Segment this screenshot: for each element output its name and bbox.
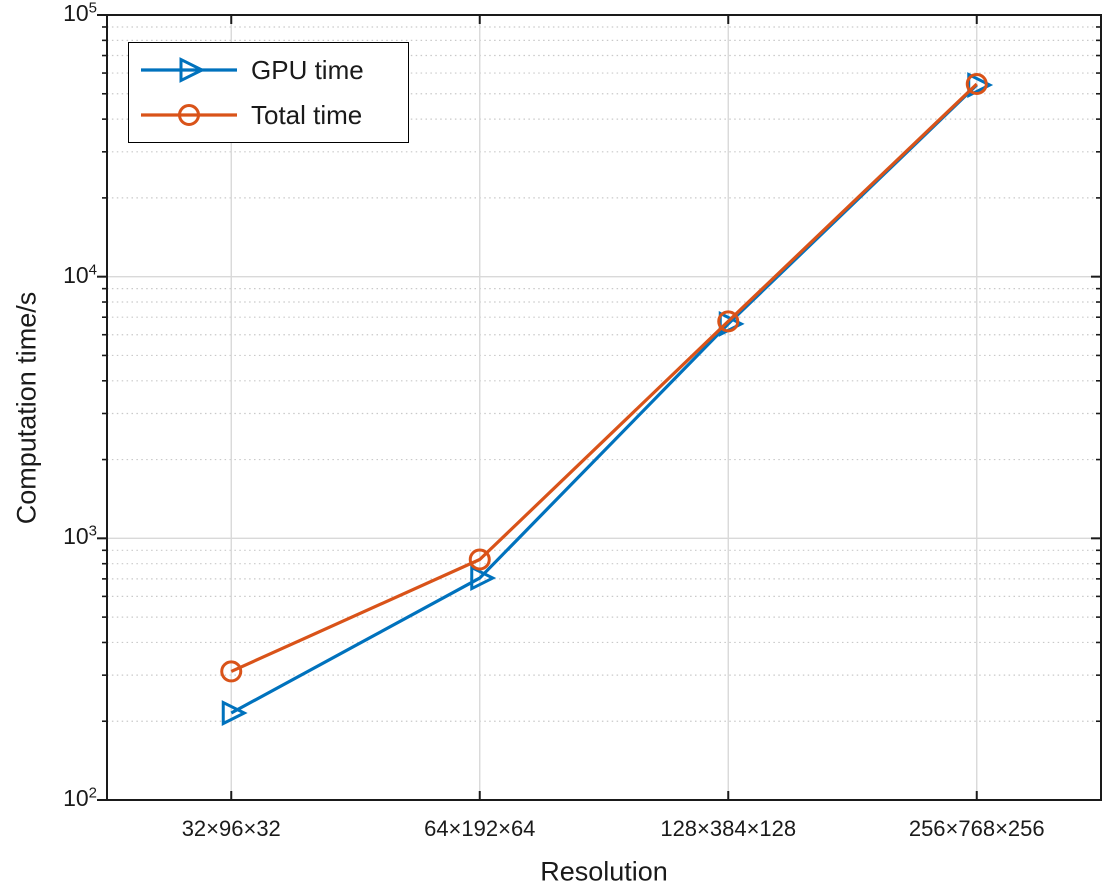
plot-border [106, 14, 1102, 801]
legend-item-total-time: Total time [139, 97, 408, 133]
minor-gridlines [107, 26, 1101, 722]
x-tick-label: 256×768×256 [908, 816, 1045, 841]
data-point-marker [221, 700, 248, 726]
y-tick-label: 105 [63, 0, 97, 26]
series-line [230, 83, 978, 715]
series-gpu-time [221, 72, 994, 726]
legend-label-total-time: Total time [251, 99, 363, 130]
data-point-marker [470, 565, 497, 591]
y-tick-label: 102 [63, 784, 97, 811]
data-point-marker [178, 104, 200, 126]
x-tick-label: 64×192×64 [424, 816, 536, 841]
legend-label-gpu-time: GPU time [251, 54, 364, 85]
x-axis-label: Resolution [540, 856, 668, 887]
axis-ticks [97, 14, 1101, 801]
data-point-marker [468, 548, 491, 571]
y-tick-label: 103 [63, 522, 97, 550]
series-total-time [220, 72, 988, 683]
series-line [230, 82, 978, 673]
gpu-time-line-sample [141, 57, 237, 83]
y-axis-label: Computation time/s [11, 291, 42, 525]
data-point-marker [220, 660, 243, 683]
data-point-marker [965, 72, 988, 95]
vertical-gridlines [230, 15, 978, 800]
data-point-marker [179, 57, 206, 83]
x-tick-label: 32×96×32 [181, 816, 281, 841]
legend: GPU time Total time [128, 42, 409, 143]
legend-item-gpu-time: GPU time [139, 52, 408, 88]
x-tick-label: 128×384×128 [660, 816, 797, 841]
y-tick-label: 104 [63, 261, 97, 288]
major-gridlines [107, 275, 1101, 540]
data-point-marker [717, 310, 740, 333]
total-time-line-sample [141, 104, 237, 126]
